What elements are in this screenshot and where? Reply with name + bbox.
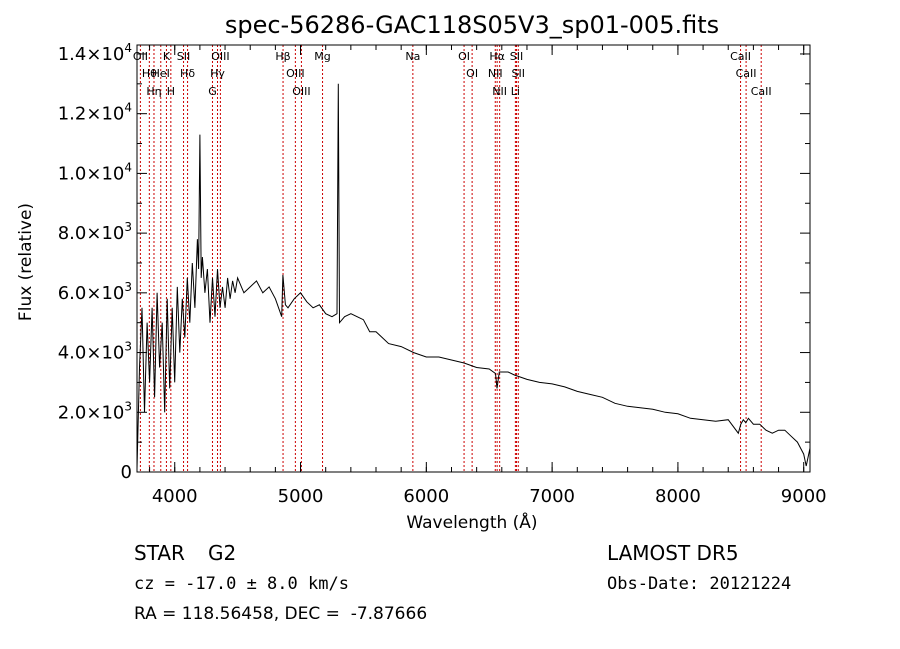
x-tick-label: 4000 bbox=[152, 486, 198, 507]
redshift-cz: cz = -17.0 ± 8.0 km/s bbox=[134, 574, 349, 594]
chart-title: spec-56286-GAC118S05V3_sp01-005.fits bbox=[225, 11, 719, 39]
spectral-line-label: Hγ bbox=[210, 67, 225, 80]
object-subclass: G2 bbox=[208, 541, 237, 565]
spectral-line-label: SII bbox=[510, 50, 523, 63]
spectral-line-label: NII bbox=[488, 67, 503, 80]
x-tick-label: 6000 bbox=[403, 486, 449, 507]
spectral-line-label: CaII bbox=[730, 50, 751, 63]
x-tick-label: 7000 bbox=[529, 486, 575, 507]
spectral-line-label: SII bbox=[512, 67, 525, 80]
spectral-line-label: OIII bbox=[292, 85, 310, 98]
spectral-line-label: NII bbox=[492, 85, 507, 98]
y-tick-label: 0 bbox=[121, 462, 132, 483]
y-tick-label: 4.0×103 bbox=[58, 340, 132, 364]
object-class: STAR bbox=[134, 541, 185, 565]
spectral-line-label: Hα bbox=[489, 50, 505, 63]
y-tick-label: 1.2×104 bbox=[58, 101, 132, 125]
y-tick-label: 1.0×104 bbox=[58, 160, 132, 184]
spectral-line-label: SII bbox=[177, 50, 190, 63]
spectral-line-label: Hδ bbox=[180, 67, 195, 80]
spectral-line-label: Na bbox=[405, 50, 420, 63]
y-tick-label: 1.4×104 bbox=[58, 41, 132, 65]
y-tick-label: 6.0×103 bbox=[58, 280, 132, 304]
spectral-line-label: Hβ bbox=[275, 50, 290, 63]
spectral-line-label: Li bbox=[511, 85, 520, 98]
x-axis-label: Wavelength (Å) bbox=[406, 511, 537, 533]
spectral-line-label: K bbox=[163, 50, 171, 63]
x-tick-label: 8000 bbox=[655, 486, 701, 507]
spectral-line-label: OI bbox=[458, 50, 470, 63]
spectral-line-label: CaII bbox=[751, 85, 772, 98]
spectral-line-label: OIII bbox=[211, 50, 229, 63]
spectral-line-label: Hη bbox=[146, 85, 161, 98]
x-tick-label: 9000 bbox=[781, 486, 827, 507]
y-axis-label: Flux (relative) bbox=[16, 203, 36, 321]
spectral-line-label: Mg bbox=[314, 50, 330, 63]
y-tick-label: 2.0×103 bbox=[58, 399, 132, 423]
spectral-line-label: G bbox=[208, 85, 217, 98]
ra-dec-coordinates: RA = 118.56458, DEC = -7.87666 bbox=[134, 604, 428, 624]
spectral-line-label: HeI bbox=[152, 67, 170, 80]
plot-frame bbox=[136, 44, 811, 473]
spectral-line-label: Hθ bbox=[142, 67, 157, 80]
spectral-line-label: H bbox=[167, 85, 175, 98]
spectrum-series bbox=[136, 83, 811, 470]
x-tick-label: 5000 bbox=[278, 486, 324, 507]
observation-date: Obs-Date: 20121224 bbox=[607, 574, 792, 594]
spectral-line-label: CaII bbox=[736, 67, 757, 80]
survey-name: LAMOST DR5 bbox=[607, 541, 739, 565]
spectral-line-label: OIII bbox=[286, 67, 304, 80]
spectral-line-label: OI bbox=[466, 67, 478, 80]
spectral-line-label: OII bbox=[133, 50, 148, 63]
y-tick-label: 8.0×103 bbox=[58, 220, 132, 244]
